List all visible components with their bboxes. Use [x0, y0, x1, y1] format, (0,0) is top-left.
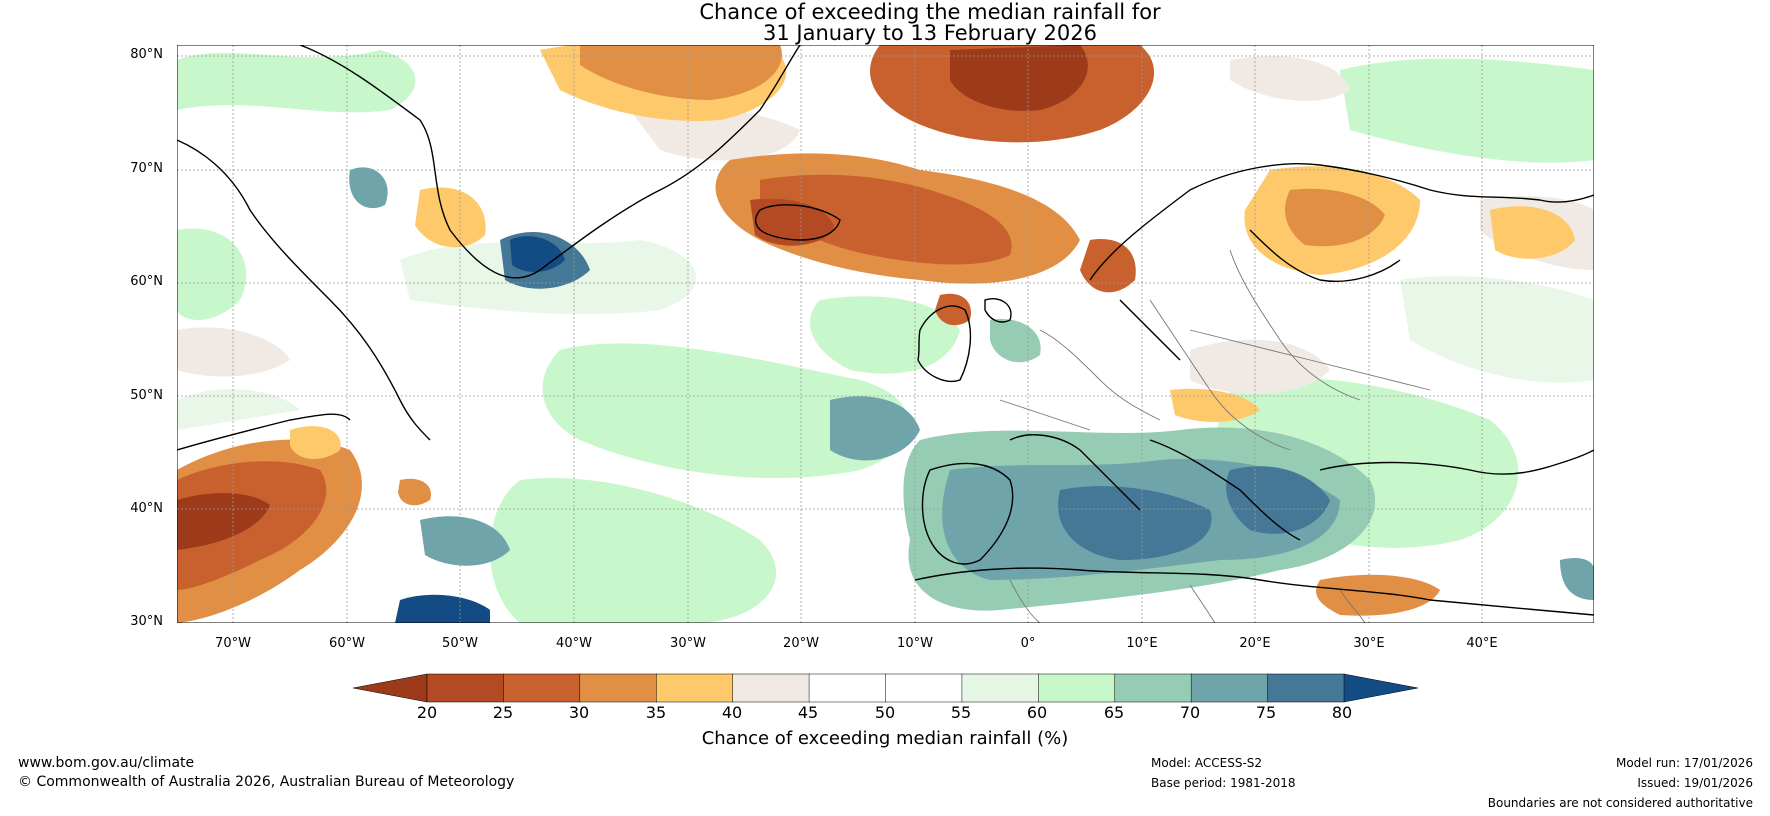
colorbar-segment: [503, 673, 581, 703]
colorbar-left-arrow: [352, 673, 428, 703]
lat-label-40n: 40°N: [130, 501, 163, 516]
colorbar-tick: 60: [1026, 703, 1048, 722]
colorbar-segments: [426, 673, 1345, 703]
lon-label-70w: 70°W: [215, 636, 251, 651]
colorbar-segment: [1114, 673, 1192, 703]
colorbar-segment: [1190, 673, 1269, 703]
wet-regions: [349, 167, 1594, 623]
map-plot-area: [177, 45, 1594, 623]
lat-label-80n: 80°N: [130, 47, 163, 62]
lon-label-50w: 50°W: [442, 636, 478, 651]
lon-label-10e: 10°E: [1126, 636, 1158, 651]
colorbar-tick: 70: [1179, 703, 1201, 722]
colorbar-tick: 25: [492, 703, 514, 722]
map-title-line-2: 31 January to 13 February 2026: [762, 21, 1097, 45]
lon-label-20w: 20°W: [783, 636, 819, 651]
website-link[interactable]: www.bom.gov.au/climate: [18, 755, 195, 771]
colorbar-tick: 45: [797, 703, 819, 722]
colorbar-segment: [885, 673, 963, 703]
lon-label-60w: 60°W: [329, 636, 365, 651]
lon-label-40w: 40°W: [556, 636, 592, 651]
colorbar-tick: 55: [950, 703, 972, 722]
base-period-text: Base period: 1981-2018: [1151, 776, 1296, 790]
colorbar-tick: 80: [1331, 703, 1353, 722]
lon-label-30e: 30°E: [1353, 636, 1385, 651]
colorbar-right-arrow: [1343, 673, 1419, 703]
lon-label-40e: 40°E: [1466, 636, 1498, 651]
lat-label-30n: 30°N: [130, 614, 163, 629]
lon-label-30w: 30°W: [670, 636, 706, 651]
copyright-text: © Commonwealth of Australia 2026, Austra…: [18, 774, 515, 790]
model-run-text: Model run: 17/01/2026: [1615, 756, 1753, 770]
colorbar-tick: 30: [568, 703, 590, 722]
lon-label-10w: 10°W: [897, 636, 933, 651]
colorbar-label: Chance of exceeding median rainfall (%): [701, 728, 1069, 749]
colorbar-tick: 65: [1103, 703, 1125, 722]
lat-label-50n: 50°N: [130, 388, 163, 403]
colorbar-segment: [732, 673, 810, 703]
colorbar-segment: [1038, 673, 1116, 703]
colorbar-segment: [579, 673, 658, 703]
colorbar-segment: [1267, 673, 1345, 703]
disclaimer-text: Boundaries are not considered authoritat…: [1487, 796, 1753, 810]
map-title-line-1: Chance of exceeding the median rainfall …: [699, 0, 1161, 24]
colorbar-tick: 50: [874, 703, 896, 722]
lon-label-0: 0°: [1020, 636, 1036, 651]
coastlines: [177, 45, 1594, 616]
lat-label-70n: 70°N: [130, 161, 163, 176]
lon-label-20e: 20°E: [1239, 636, 1271, 651]
lat-label-60n: 60°N: [130, 274, 163, 289]
country-borders: [999, 249, 1431, 623]
dry-regions: [177, 45, 1575, 623]
issued-text: Issued: 19/01/2026: [1637, 776, 1753, 790]
colorbar-segment: [808, 673, 887, 703]
colorbar-tick: 40: [721, 703, 743, 722]
colorbar: [352, 673, 1419, 703]
colorbar-segment: [961, 673, 1040, 703]
colorbar-segment: [426, 673, 505, 703]
model-text: Model: ACCESS-S2: [1151, 756, 1263, 770]
graticule: [177, 45, 1594, 623]
colorbar-tick: 20: [416, 703, 438, 722]
colorbar-tick: 35: [645, 703, 667, 722]
colorbar-segment: [656, 673, 734, 703]
colorbar-tick: 75: [1255, 703, 1277, 722]
